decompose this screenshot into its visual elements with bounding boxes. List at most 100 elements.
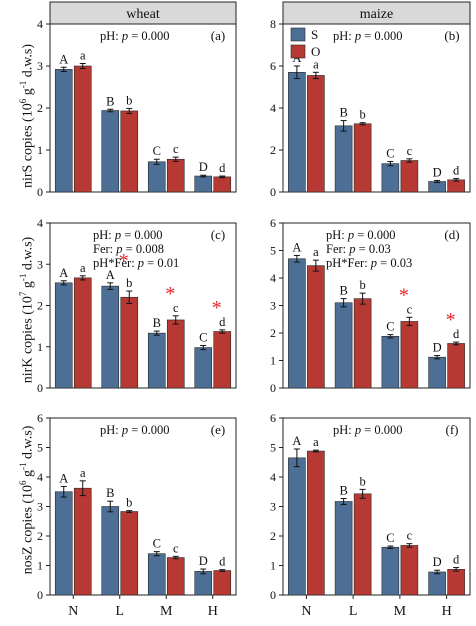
- sig-letter-O-M-f: c: [407, 529, 413, 543]
- y-tick-label-b: 8: [270, 17, 276, 31]
- bar-O-M-d: [400, 321, 419, 389]
- y-tick-label-d: 0: [270, 381, 276, 395]
- bar-S-M-c: [147, 332, 166, 389]
- bar-O-N-e: [73, 487, 92, 596]
- bar-S-M-a: [147, 161, 166, 193]
- y-tick-label-e: 5: [37, 441, 43, 455]
- y-tick-label-f: 0: [270, 588, 276, 602]
- sig-letter-O-N-e: a: [80, 466, 86, 480]
- y-tick-label-c: 3: [37, 257, 43, 271]
- sig-letter-S-M-d: C: [386, 320, 394, 334]
- significance-star-M-d: *: [399, 284, 409, 306]
- y-tick-label-f: 1: [270, 559, 276, 573]
- bar-S-L-c: [101, 285, 120, 389]
- x-tick-label-H-e: H: [208, 604, 218, 619]
- bar-O-H-f: [447, 569, 465, 596]
- sig-letter-S-N-f: A: [292, 434, 301, 448]
- bar-S-M-d: [381, 335, 400, 389]
- sig-letter-O-N-a: a: [80, 48, 86, 62]
- significance-star-M-c: *: [165, 283, 175, 305]
- y-tick-label-a: 1: [37, 143, 43, 157]
- sig-letter-O-H-a: d: [219, 161, 226, 175]
- y-tick-label-b: 4: [270, 101, 276, 115]
- stats-text-b: pH: p = 0.000: [333, 29, 403, 43]
- y-tick-label-b: 0: [270, 185, 276, 199]
- sig-letter-O-L-d: b: [360, 278, 366, 292]
- sig-letter-O-N-d: a: [313, 245, 319, 259]
- sig-letter-S-N-e: A: [59, 471, 68, 485]
- sig-letter-O-N-f: a: [313, 435, 319, 449]
- stats-text-e: pH: p = 0.000: [100, 423, 170, 437]
- y-tick-label-b: 6: [270, 59, 276, 73]
- sig-letter-S-L-e: B: [106, 486, 114, 500]
- bar-O-M-f: [400, 545, 419, 596]
- panel-label-a: (a): [211, 28, 225, 43]
- y-tick-label-e: 6: [37, 411, 43, 425]
- y-tick-label-a: 2: [37, 101, 43, 115]
- y-tick-label-f: 5: [270, 441, 276, 455]
- y-tick-label-d: 5: [270, 244, 276, 258]
- bar-S-M-e: [147, 553, 166, 596]
- y-tick-label-e: 4: [37, 470, 43, 484]
- bar-O-N-b: [307, 75, 325, 193]
- legend-swatch-S: [290, 27, 306, 42]
- panel-label-d: (d): [444, 227, 459, 242]
- x-tick-label-L-f: L: [349, 604, 358, 619]
- x-tick-label-N-f: N: [301, 604, 311, 619]
- bar-S-H-f: [428, 571, 446, 596]
- y-tick-label-a: 0: [37, 185, 43, 199]
- sig-letter-S-H-c: C: [199, 331, 207, 345]
- sig-letter-S-L-c: A: [106, 268, 115, 282]
- y-tick-label-f: 3: [270, 500, 276, 514]
- significance-star-H-c: *: [212, 297, 222, 319]
- sig-letter-O-M-e: c: [173, 541, 179, 555]
- y-tick-label-b: 2: [270, 143, 276, 157]
- bar-S-M-b: [381, 163, 400, 193]
- bar-S-H-b: [428, 181, 446, 193]
- sig-letter-S-L-d: B: [339, 284, 347, 298]
- x-tick-label-N-e: N: [68, 604, 78, 619]
- sig-letter-S-L-a: B: [106, 94, 114, 108]
- y-tick-label-c: 1: [37, 340, 43, 354]
- sig-letter-S-H-f: D: [433, 555, 442, 569]
- bar-O-L-d: [353, 298, 372, 389]
- bar-O-N-d: [307, 265, 325, 389]
- sig-letter-O-N-c: a: [80, 261, 86, 275]
- bar-S-L-a: [101, 110, 120, 193]
- bar-O-L-c: [120, 296, 139, 389]
- bar-S-N-a: [54, 69, 73, 193]
- y-tick-label-e: 3: [37, 500, 43, 514]
- sig-letter-S-H-b: D: [433, 165, 442, 179]
- sig-letter-O-H-f: d: [453, 553, 460, 567]
- sig-letter-S-N-d: A: [292, 240, 301, 254]
- stats-text-d: pH*Fer: p = 0.03: [326, 256, 412, 270]
- panel-label-f: (f): [446, 422, 459, 437]
- bar-S-H-e: [194, 571, 213, 596]
- panel-label-e: (e): [211, 422, 225, 437]
- y-tick-label-a: 4: [37, 17, 43, 31]
- sig-letter-O-H-c: d: [219, 315, 226, 329]
- sig-letter-O-H-b: d: [453, 164, 460, 178]
- panel-label-c: (c): [211, 227, 225, 242]
- stats-text-f: pH: p = 0.000: [333, 423, 403, 437]
- bar-S-H-a: [194, 175, 213, 193]
- bar-S-M-f: [381, 546, 400, 596]
- x-tick-label-M-f: M: [394, 604, 407, 619]
- bar-O-H-b: [447, 179, 465, 193]
- bar-O-H-e: [213, 570, 232, 596]
- bar-O-M-b: [400, 160, 419, 193]
- legend-swatch-O: [290, 44, 306, 59]
- panel-label-b: (b): [444, 28, 459, 43]
- bar-O-M-c: [166, 319, 185, 389]
- sig-letter-O-M-b: c: [407, 144, 413, 158]
- bar-S-L-e: [101, 506, 120, 596]
- sig-letter-S-H-a: D: [199, 160, 208, 174]
- sig-letter-S-M-f: C: [386, 531, 394, 545]
- bar-S-L-f: [334, 501, 353, 596]
- sig-letter-O-N-b: a: [313, 57, 319, 71]
- bar-O-L-b: [353, 123, 372, 193]
- significance-star-L-c: *: [119, 250, 129, 272]
- significance-star-H-d: *: [446, 309, 456, 331]
- stats-text-d: Fer: p = 0.03: [326, 242, 391, 256]
- bar-S-N-e: [54, 491, 73, 596]
